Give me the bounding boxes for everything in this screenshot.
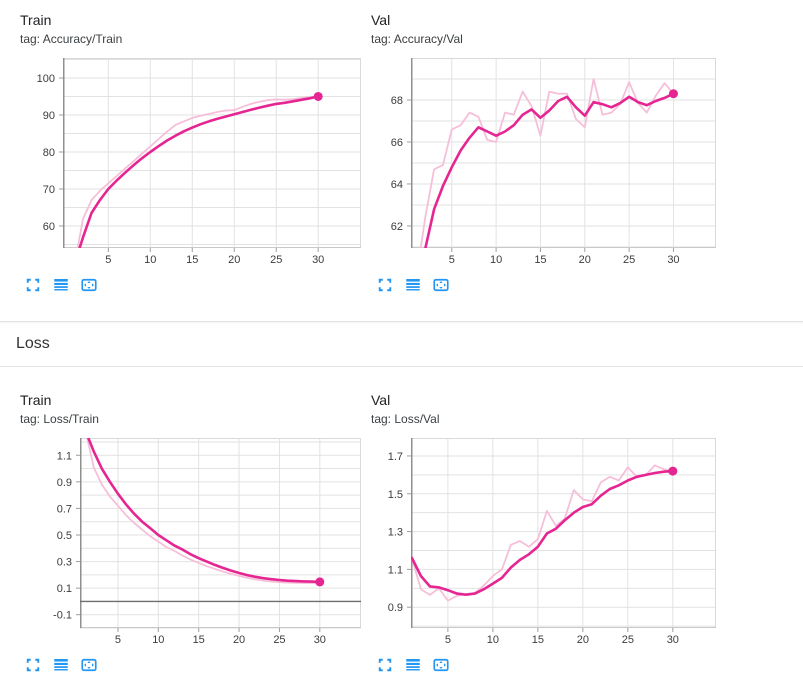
- svg-text:0.7: 0.7: [57, 503, 72, 515]
- svg-text:25: 25: [622, 634, 634, 646]
- loss-section-header: Loss: [0, 321, 803, 367]
- fullscreen-icon: [376, 276, 394, 294]
- svg-text:64: 64: [391, 179, 403, 191]
- svg-text:1.1: 1.1: [57, 450, 72, 462]
- svg-text:0.1: 0.1: [57, 583, 72, 595]
- fullscreen-button[interactable]: [24, 276, 42, 294]
- line-chart-accuracy-train[interactable]: 5 10 15 20 25 30 60 70 80 90 100: [0, 58, 366, 272]
- svg-text:10: 10: [490, 254, 502, 266]
- fullscreen-icon: [24, 656, 42, 674]
- svg-text:10: 10: [487, 634, 499, 646]
- card-toolbar: [376, 276, 803, 294]
- fit-domain-button[interactable]: [80, 276, 98, 294]
- svg-text:-0.1: -0.1: [53, 610, 72, 622]
- svg-text:5: 5: [449, 254, 455, 266]
- card-loss-train: Train tag: Loss/Train 5 10 15 20 25 30 -0.1 0.1…: [0, 380, 366, 674]
- svg-text:25: 25: [623, 254, 635, 266]
- chart-title: Train: [20, 12, 52, 28]
- svg-text:20: 20: [228, 254, 240, 266]
- accuracy-row: Train tag: Accuracy/Train 5 10 15 20 25 30 60 7…: [0, 0, 803, 294]
- fullscreen-icon: [376, 656, 394, 674]
- svg-text:30: 30: [314, 634, 326, 646]
- card-toolbar: [24, 276, 366, 294]
- card-toolbar: [376, 656, 803, 674]
- section-title: Loss: [16, 335, 50, 352]
- svg-text:15: 15: [186, 254, 198, 266]
- chart-title: Val: [371, 12, 391, 28]
- svg-text:15: 15: [532, 634, 544, 646]
- svg-text:1.3: 1.3: [388, 527, 403, 539]
- data-table-icon: [404, 656, 422, 674]
- line-chart-accuracy-val[interactable]: 5 10 15 20 25 30 62 64 66 68: [366, 58, 803, 272]
- svg-text:25: 25: [273, 634, 285, 646]
- svg-text:1.1: 1.1: [388, 564, 403, 576]
- loss-row: Train tag: Loss/Train 5 10 15 20 25 30 -0.1 0.1…: [0, 380, 803, 674]
- line-chart-loss-val[interactable]: 5 10 15 20 25 30 0.9 1.1 1.3 1.5 1.7: [366, 438, 803, 652]
- svg-text:5: 5: [105, 254, 111, 266]
- svg-text:68: 68: [391, 95, 403, 107]
- fit-domain-button[interactable]: [432, 276, 450, 294]
- data-table-icon: [52, 276, 70, 294]
- data-table-button[interactable]: [52, 656, 70, 674]
- chart-tag: tag: Loss/Val: [371, 412, 440, 426]
- fit-domain-icon: [432, 276, 450, 294]
- svg-text:30: 30: [667, 254, 679, 266]
- svg-text:20: 20: [577, 634, 589, 646]
- card-loss-val: Val tag: Loss/Val 5 10 15 20 25 30 0.9 1.1 1.3 1.…: [366, 380, 803, 674]
- svg-text:80: 80: [43, 147, 55, 159]
- chart-tag: tag: Accuracy/Train: [20, 32, 123, 46]
- svg-text:15: 15: [534, 254, 546, 266]
- fit-domain-icon: [80, 656, 98, 674]
- svg-text:30: 30: [312, 254, 324, 266]
- card-header: Train tag: Loss/Train: [0, 380, 366, 438]
- fit-domain-button[interactable]: [432, 656, 450, 674]
- data-table-button[interactable]: [52, 276, 70, 294]
- svg-text:66: 66: [391, 137, 403, 149]
- fullscreen-button[interactable]: [376, 656, 394, 674]
- svg-text:25: 25: [270, 254, 282, 266]
- fit-domain-icon: [80, 276, 98, 294]
- svg-text:100: 100: [37, 73, 55, 85]
- svg-text:0.9: 0.9: [57, 477, 72, 489]
- svg-text:10: 10: [152, 634, 164, 646]
- svg-text:60: 60: [43, 221, 55, 233]
- svg-text:20: 20: [579, 254, 591, 266]
- card-header: Val tag: Accuracy/Val: [366, 0, 803, 58]
- svg-text:1.7: 1.7: [388, 451, 403, 463]
- line-chart-loss-train[interactable]: 5 10 15 20 25 30 -0.1 0.1 0.3 0.5 0.7 0.9 1.1: [0, 438, 366, 652]
- svg-text:0.3: 0.3: [57, 557, 72, 569]
- fullscreen-icon: [24, 276, 42, 294]
- svg-text:0.5: 0.5: [57, 530, 72, 542]
- svg-text:90: 90: [43, 110, 55, 122]
- svg-text:1.5: 1.5: [388, 489, 403, 501]
- svg-text:15: 15: [193, 634, 205, 646]
- data-table-button[interactable]: [404, 276, 422, 294]
- chart-title: Val: [371, 392, 391, 408]
- card-header: Val tag: Loss/Val: [366, 380, 803, 438]
- svg-text:5: 5: [445, 634, 451, 646]
- fullscreen-button[interactable]: [24, 656, 42, 674]
- fullscreen-button[interactable]: [376, 276, 394, 294]
- data-table-button[interactable]: [404, 656, 422, 674]
- svg-text:70: 70: [43, 184, 55, 196]
- card-toolbar: [24, 656, 366, 674]
- card-accuracy-train: Train tag: Accuracy/Train 5 10 15 20 25 30 60 7…: [0, 0, 366, 294]
- svg-text:30: 30: [667, 634, 679, 646]
- svg-text:20: 20: [233, 634, 245, 646]
- svg-text:5: 5: [115, 634, 121, 646]
- svg-text:0.9: 0.9: [388, 602, 403, 614]
- chart-tag: tag: Loss/Train: [20, 412, 99, 426]
- svg-text:10: 10: [144, 254, 156, 266]
- data-table-icon: [404, 276, 422, 294]
- card-header: Train tag: Accuracy/Train: [0, 0, 366, 58]
- fit-domain-icon: [432, 656, 450, 674]
- svg-text:62: 62: [391, 221, 403, 233]
- card-accuracy-val: Val tag: Accuracy/Val 5 10 15 20 25 30 62 64 66 6…: [366, 0, 803, 294]
- chart-tag: tag: Accuracy/Val: [371, 32, 463, 46]
- data-table-icon: [52, 656, 70, 674]
- chart-title: Train: [20, 392, 52, 408]
- fit-domain-button[interactable]: [80, 656, 98, 674]
